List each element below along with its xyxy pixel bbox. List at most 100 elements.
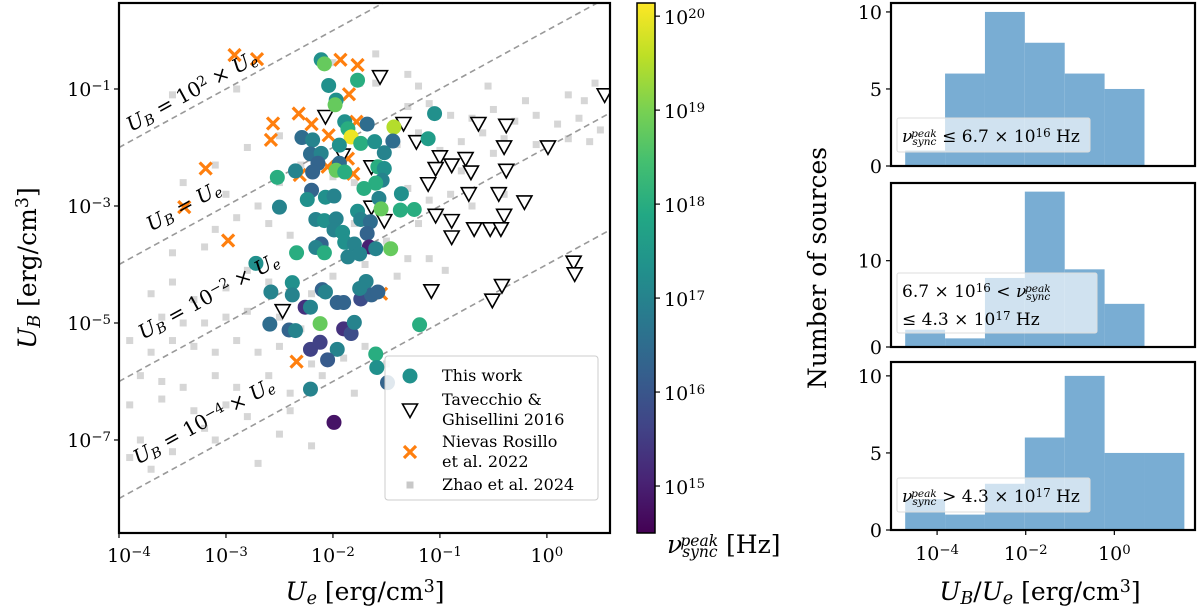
this-work-point [362,214,378,230]
tavecchio-point [442,213,461,230]
zhao-point [500,135,508,143]
nievas-point [249,52,265,67]
this-work-point [316,56,332,72]
x-tick-label: 10^{−4} [915,543,959,565]
this-work-point [328,211,344,227]
tavecchio-point [442,230,461,247]
this-work-point [299,192,315,208]
zhao-point [415,129,423,137]
this-work-point [317,284,333,300]
zhao-point [233,85,241,93]
zhao-point [136,372,144,380]
tavecchio-point [495,208,513,225]
zhao-point [168,448,176,456]
zhao-point [489,149,497,157]
tavecchio-point [493,278,511,295]
zhao-point [222,401,230,409]
tavecchio-point [565,267,584,283]
histogram-bar [945,514,985,530]
zhao-point [168,249,176,257]
this-work-point [368,346,384,362]
zhao-point [425,196,433,204]
nievas-point [263,132,279,148]
plot-marks [119,3,610,500]
reference-line [119,3,385,149]
tavecchio-point [407,134,426,151]
nievas-point [341,87,357,102]
x-tick-label: 10^{−1} [418,545,462,567]
histogram-bar [905,329,946,347]
histogram-bar [905,150,946,166]
this-work-point [316,245,332,261]
x-tick-label: 10^{0} [1098,543,1131,565]
zhao-point [350,389,358,397]
colorbar-tick-label: 10^{20} [664,7,705,29]
zhao-point [591,79,599,87]
zhao-point [136,436,144,444]
zhao-point [382,237,390,245]
this-work-point [305,164,321,180]
y-tick-label: 0 [870,337,882,359]
tavecchio-point [469,116,488,133]
this-work-point [393,186,409,202]
zhao-point [126,454,134,462]
zhao-point [222,313,230,321]
legend-marker-tavecchio [401,403,419,420]
legend: This work Tavecchio & Ghisellini 2016 Niev… [384,355,599,501]
this-work-point [263,284,279,300]
histogram-bar [1104,452,1145,530]
zhao-point [265,278,273,286]
this-work-point [288,163,304,179]
legend-marker-zhao [406,481,414,489]
tavecchio-point [273,303,292,320]
zhao-point [404,103,412,111]
zhao-point [484,82,492,90]
legend-label: et al. 2022 [442,452,529,471]
this-work-point [271,199,287,215]
zhao-point [265,372,273,380]
zhao-point [564,135,572,143]
histogram-bar [1104,303,1145,347]
tavecchio-point [564,255,583,272]
zhao-point [179,383,187,391]
tavecchio-point [456,151,475,168]
tavecchio-point [497,163,516,180]
this-work-point [385,133,401,149]
zhao-point [350,179,358,187]
zhao-point [404,255,412,263]
y-tick-label: 10 [858,366,882,388]
this-work-point [337,164,353,180]
reference-line [119,3,599,266]
colorbar-tick-label: 10^{15} [664,477,705,499]
zhao-point [201,424,209,432]
tavecchio-point [426,161,445,178]
this-work-point [329,341,345,357]
this-work-point [331,137,347,153]
zhao-point [372,79,380,87]
this-work-point [316,213,332,229]
x-tick-label: 10^{−2} [311,545,355,567]
y-tick-label: 10^{−7} [67,430,111,452]
panel-label: $ν$~{sync|peak} > 4.3 × 10^{17} Hz [902,486,1080,508]
panel-frame [889,360,1197,532]
this-work-point [326,414,342,430]
this-work-point [284,275,300,291]
this-work-point [367,134,383,150]
zhao-point [308,360,316,368]
zhao-point [211,436,219,444]
this-work-point [376,161,392,177]
zhao-point [233,214,241,222]
this-work-point [321,77,337,93]
zhao-point [222,284,230,292]
zhao-point [441,266,449,274]
histogram-panels: $ν$~{sync|peak} ≤ 6.7 × 10^{16} Hz05106.… [803,1,1197,609]
this-work-point [305,132,321,148]
this-work-point [359,116,375,132]
legend-label: Nievas Rosillo [442,432,557,451]
tavecchio-point [495,140,513,157]
series-tavecchio-ghisellini-2016 [273,69,610,320]
zhao-point [126,337,134,345]
zhao-point [393,272,401,280]
colorbar-tick-label: 10^{17} [664,289,705,311]
